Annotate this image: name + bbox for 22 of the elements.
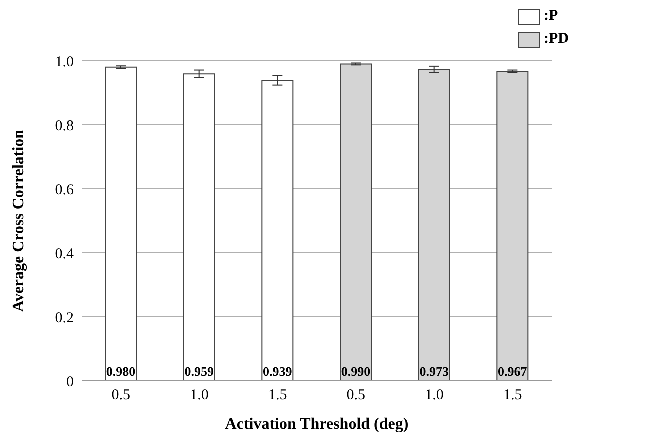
legend-label: :PD bbox=[544, 31, 569, 48]
x-axis-title: Activation Threshold (deg) bbox=[225, 416, 409, 433]
data-label: 0.990 bbox=[341, 364, 371, 379]
x-tick-label: 1.0 bbox=[190, 388, 209, 404]
data-label: 0.939 bbox=[263, 364, 293, 379]
y-tick-label: 0.8 bbox=[55, 118, 74, 134]
data-label: 0.973 bbox=[420, 364, 450, 379]
y-tick-label: 0.2 bbox=[55, 310, 74, 326]
y-tick-label: 0.4 bbox=[55, 246, 74, 262]
y-tick-label: 1.0 bbox=[55, 54, 74, 70]
data-label: 0.959 bbox=[184, 364, 214, 379]
x-tick-label: 1.0 bbox=[425, 388, 444, 404]
y-tick-label: 0 bbox=[66, 374, 74, 390]
y-axis-title: Average Cross Correlation bbox=[10, 130, 28, 312]
data-label: 0.980 bbox=[106, 364, 136, 379]
y-tick-label: 0.6 bbox=[55, 182, 74, 198]
x-tick-label: 0.5 bbox=[346, 388, 366, 404]
data-label: 0.967 bbox=[498, 364, 528, 379]
legend-label: :P bbox=[544, 8, 558, 25]
x-tick-label: 0.5 bbox=[112, 388, 131, 404]
x-tick-label: 1.5 bbox=[268, 388, 288, 404]
x-tick-label: 1.5 bbox=[503, 388, 522, 404]
